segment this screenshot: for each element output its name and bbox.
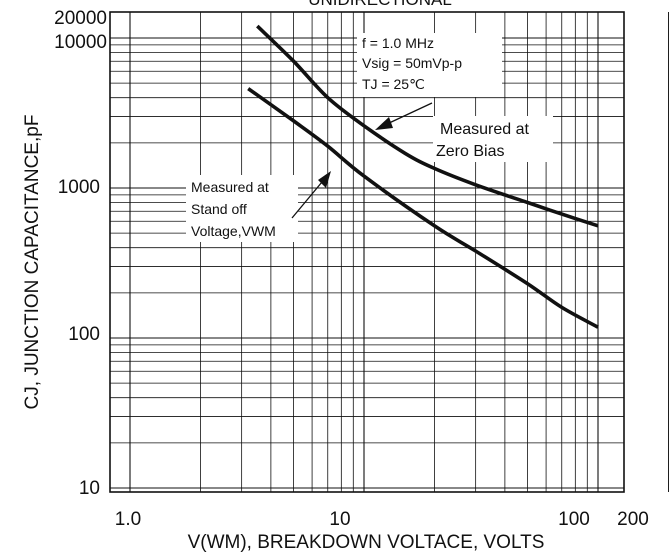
y-tick-labels: 10 100 1000 10000 20000	[54, 8, 107, 499]
standoff-line1: Measured at	[191, 179, 269, 195]
zero-bias-curve	[256, 24, 599, 228]
standoff-arrow-line	[291, 181, 323, 219]
standoff-arrowhead	[318, 171, 331, 188]
annotation-arrows	[291, 102, 433, 219]
x-tick-label: 10	[329, 509, 350, 530]
standoff-line2: Stand off	[191, 201, 247, 217]
x-tick-label: 1.0	[115, 509, 141, 530]
zero-bias-line2: Zero Bias	[436, 143, 504, 160]
y-tick-label: 20000	[54, 8, 107, 29]
zero-bias-line1: Measured at	[440, 121, 529, 138]
standoff-line3: Voltage,VWM	[191, 223, 276, 239]
y-tick-label: 1000	[58, 177, 100, 198]
x-tick-label: 200	[617, 509, 649, 530]
zero-bias-arrowhead	[375, 117, 393, 130]
y-axis-label: CJ, JUNCTION CAPACITANCE,pF	[22, 115, 43, 410]
plot-frame	[109, 11, 625, 493]
y-tick-label: 10000	[54, 32, 107, 53]
series-layer	[247, 24, 599, 329]
y-tick-label: 100	[68, 324, 100, 345]
chart-title: UNIDIRECTIONAL	[308, 0, 452, 9]
condition-tj: TJ = 25℃	[362, 76, 425, 92]
grid	[110, 12, 669, 492]
condition-frequency: f = 1.0 MHz	[362, 35, 434, 51]
x-axis-label: V(WM), BREAKDOWN VOLTACE, VOLTS	[188, 532, 545, 553]
x-tick-labels: 1.0 10 100 200	[115, 509, 649, 530]
conditions-annotation: f = 1.0 MHz Vsig = 50mVp-p TJ = 25℃	[357, 33, 502, 97]
zero-bias-arrow-line	[386, 102, 433, 125]
condition-vsig: Vsig = 50mVp-p	[362, 55, 462, 71]
standoff-voltage-curve	[247, 87, 599, 329]
x-tick-label: 100	[558, 509, 590, 530]
standoff-annotation: Measured at Stand off Voltage,VWM	[186, 175, 298, 242]
y-tick-label: 10	[79, 478, 100, 499]
zero-bias-annotation: Measured at Zero Bias	[433, 116, 553, 162]
